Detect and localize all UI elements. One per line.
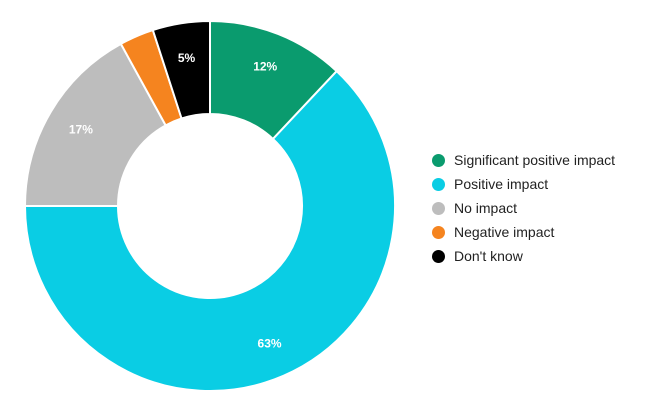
legend-swatch bbox=[432, 153, 445, 167]
data-label-don-t-know: 5% bbox=[178, 51, 196, 65]
legend-label: Negative impact bbox=[454, 224, 555, 240]
legend-item-negative-impact[interactable]: Negative impact bbox=[432, 220, 615, 244]
slice-don-t-know[interactable] bbox=[151, 19, 211, 120]
data-label-positive-impact: 63% bbox=[258, 337, 282, 351]
donut-slices bbox=[23, 19, 396, 392]
legend-label: Positive impact bbox=[454, 176, 549, 192]
slice-no-impact[interactable] bbox=[23, 42, 168, 207]
legend-item-significant-positive-impact[interactable]: Significant positive impact bbox=[432, 148, 615, 172]
legend-label: Don't know bbox=[454, 248, 523, 264]
legend-item-positive-impact[interactable]: Positive impact bbox=[432, 172, 615, 196]
legend-swatch bbox=[432, 249, 445, 263]
legend-item-don-t-know[interactable]: Don't know bbox=[432, 244, 615, 268]
legend-swatch bbox=[432, 201, 445, 215]
chart-legend: Significant positive impact Positive impa… bbox=[432, 148, 615, 268]
slice-positive-impact[interactable] bbox=[23, 69, 396, 392]
data-label-no-impact: 17% bbox=[69, 123, 93, 137]
legend-label: Significant positive impact bbox=[454, 152, 616, 168]
data-label-significant-positive-impact: 12% bbox=[253, 60, 277, 74]
legend-item-no-impact[interactable]: No impact bbox=[432, 196, 615, 220]
legend-swatch bbox=[432, 177, 445, 191]
legend-label: No impact bbox=[454, 200, 518, 216]
slice-labels: 12% 63% 17% 5% bbox=[69, 51, 282, 351]
legend-swatch bbox=[432, 225, 445, 239]
